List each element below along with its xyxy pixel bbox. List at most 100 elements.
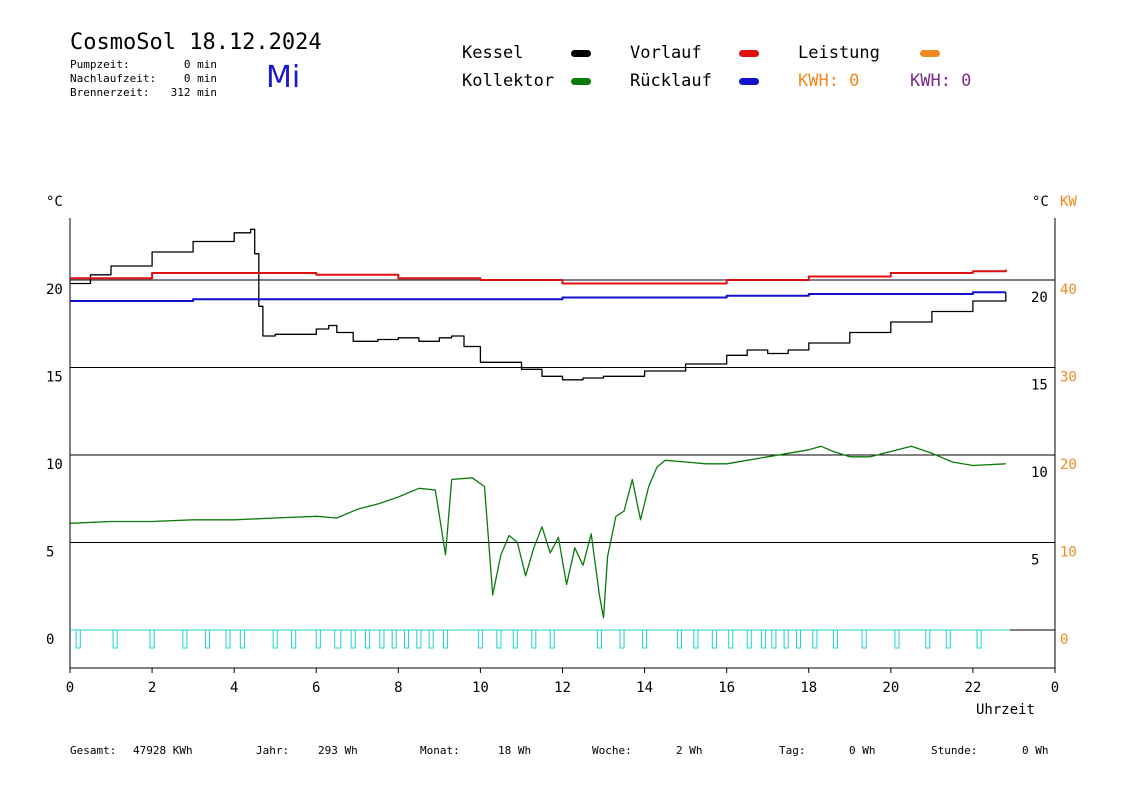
y-tick-kw: 0 <box>1060 632 1068 648</box>
legend-kollektor: Kollektor <box>462 71 555 91</box>
pump-interval <box>549 629 555 649</box>
y-tick-left: 10 <box>46 457 63 473</box>
nachlauf-time-value: 0 min <box>183 72 217 85</box>
brenner-time-label: Brennerzeit: <box>70 86 150 99</box>
pump-interval <box>416 629 422 649</box>
y-tick-left: 15 <box>46 370 63 386</box>
footer-gesamt-value: 47928 KWh <box>133 744 193 757</box>
pump-interval <box>334 629 342 649</box>
x-tick-label: 16 <box>718 680 735 696</box>
legend-vorlauf: Vorlauf <box>630 43 702 63</box>
pump-interval <box>693 629 699 649</box>
pump-interval <box>761 629 767 649</box>
pump-interval <box>403 629 410 649</box>
pump-interval <box>783 629 789 649</box>
series-vorlauf <box>70 269 1007 285</box>
pump-interval <box>477 629 483 649</box>
pump-interval <box>642 629 648 649</box>
pump-time-label: Pumpzeit: <box>70 58 130 71</box>
x-tick-label: 14 <box>636 680 653 696</box>
pump-interval <box>812 629 818 649</box>
legend-leistung: Leistung <box>798 43 880 63</box>
x-tick-label: 18 <box>800 680 817 696</box>
pump-interval <box>676 629 683 649</box>
y-tick-right: 10 <box>1031 465 1048 481</box>
pump-interval <box>315 629 321 649</box>
x-axis-label: Uhrzeit <box>976 702 1035 718</box>
x-tick-label: 6 <box>312 680 320 696</box>
pump-interval <box>832 629 838 649</box>
pump-interval <box>795 629 802 649</box>
pump-interval <box>182 629 188 649</box>
y-tick-kw: 30 <box>1060 370 1077 386</box>
pump-interval <box>496 629 502 649</box>
pump-interval <box>149 629 155 649</box>
series-kollektor <box>69 445 1006 619</box>
footer-stunde-label: Stunde: <box>931 744 978 757</box>
pump-interval <box>365 629 371 649</box>
y-tick-kw: 10 <box>1060 545 1077 561</box>
pump-time-value: 0 min <box>183 58 217 71</box>
pump-interval <box>512 629 518 649</box>
legend-ruecklauf-swatch <box>739 78 759 85</box>
footer-tag-value: 0 Wh <box>849 744 876 757</box>
footer-monat-value: 18 Wh <box>498 744 532 757</box>
weekday: Mi <box>266 60 301 95</box>
pump-interval <box>711 629 717 649</box>
pump-interval <box>350 629 356 649</box>
pump-interval <box>945 629 951 649</box>
pump-interval <box>925 629 931 649</box>
x-tick-label: 20 <box>882 680 899 696</box>
x-tick-label: 4 <box>230 680 238 696</box>
x-tick-label: 0 <box>66 680 74 696</box>
footer-jahr-value: 293 Wh <box>318 744 358 757</box>
footer-woche-label: Woche: <box>592 744 632 757</box>
y-axis-unit-left: °C <box>46 194 63 210</box>
x-tick-label: 10 <box>472 680 489 696</box>
y-tick-left: 20 <box>46 282 63 298</box>
pump-interval <box>272 629 278 649</box>
legend-kwh-purple: KWH: 0 <box>910 71 972 91</box>
x-tick-label: 22 <box>964 680 981 696</box>
footer-tag-label: Tag: <box>779 744 806 757</box>
y-tick-right: 15 <box>1031 378 1048 394</box>
pump-interval <box>861 629 867 649</box>
pump-interval <box>894 629 900 649</box>
y-tick-left: 5 <box>46 545 54 561</box>
legend-kwh-orange: KWH: 0 <box>798 71 860 91</box>
footer-gesamt-label: Gesamt: <box>70 744 117 757</box>
y-axis-unit-right: °C <box>1032 194 1049 210</box>
brenner-time-value: 312 min <box>170 86 217 99</box>
legend-ruecklauf: Rücklauf <box>630 71 712 91</box>
footer-jahr-label: Jahr: <box>256 744 290 757</box>
pump-interval <box>112 629 118 649</box>
pump-interval <box>379 629 385 649</box>
y-tick-right: 5 <box>1031 553 1039 569</box>
footer-stunde-value: 0 Wh <box>1022 744 1049 757</box>
pump-interval <box>746 629 752 649</box>
pump-interval <box>619 629 625 649</box>
series-kessel <box>70 228 1007 381</box>
pump-interval <box>728 629 734 649</box>
pump-interval <box>391 629 397 649</box>
x-tick-label: 12 <box>554 680 571 696</box>
pump-interval <box>428 629 434 649</box>
legend-leistung-swatch <box>920 50 940 57</box>
pump-interval <box>204 629 211 649</box>
pump-interval <box>976 629 982 649</box>
legend-vorlauf-swatch <box>739 50 759 57</box>
y-tick-right: 20 <box>1031 290 1048 306</box>
x-tick-label: 0 <box>1051 680 1059 696</box>
y-tick-kw: 40 <box>1060 282 1077 298</box>
pump-interval <box>239 629 245 649</box>
chart-title: CosmoSol 18.12.2024 <box>70 30 322 55</box>
x-tick-label: 8 <box>394 680 402 696</box>
y-tick-left: 0 <box>46 632 54 648</box>
x-tick-label: 2 <box>148 680 156 696</box>
pump-interval <box>225 629 231 649</box>
y-tick-kw: 20 <box>1060 457 1077 473</box>
pump-interval <box>596 629 602 649</box>
footer-monat-label: Monat: <box>420 744 460 757</box>
footer-woche-value: 2 Wh <box>676 744 703 757</box>
